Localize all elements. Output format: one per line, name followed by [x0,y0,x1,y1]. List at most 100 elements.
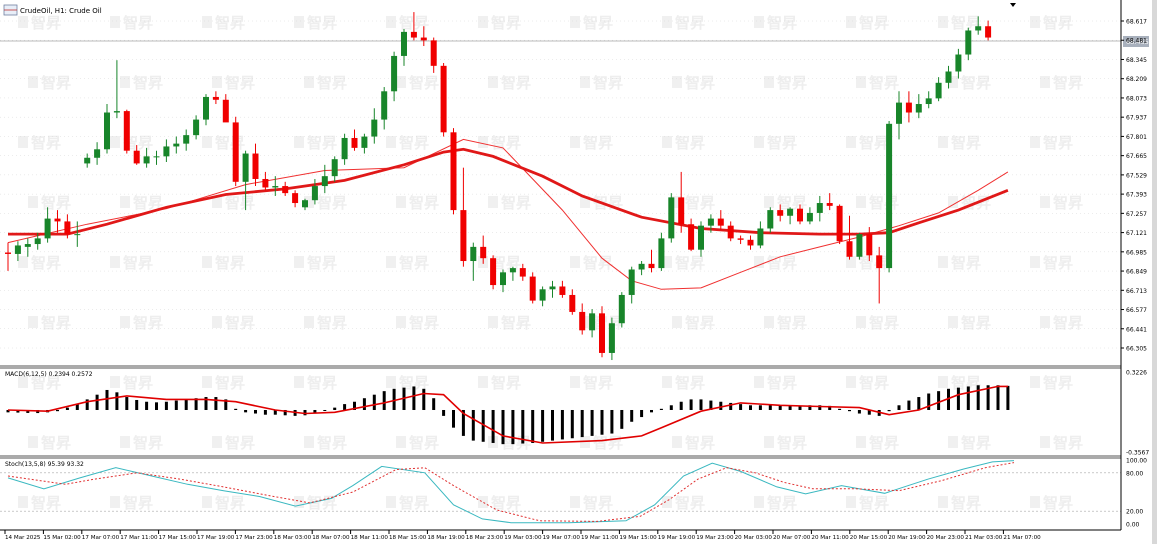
candle-body [44,218,51,239]
watermark-logo-icon [672,436,682,448]
watermark-logo-icon [110,16,120,28]
candle [14,241,21,262]
candle [638,261,645,276]
candle-body [707,218,714,226]
candle-body [965,30,972,55]
watermark-text: 智昇 [123,254,153,272]
candle-body [569,294,576,312]
watermark-text: 智昇 [399,494,429,512]
macd-histogram-bar [26,409,30,413]
watermark-text: 智昇 [1053,194,1083,212]
watermark-text: 智昇 [215,494,245,512]
candle-body [579,311,586,331]
watermark-logo-icon [938,376,948,388]
macd-histogram-bar [432,398,436,410]
watermark-text: 智昇 [777,74,807,92]
watermark-logo-icon [18,256,28,268]
macd-histogram-bar [570,409,574,439]
candle [876,246,883,304]
watermark-text: 智昇 [675,254,705,272]
time-axis[interactable]: 14 Mar 2025 15 Mar 02:00 17 Mar 07:00 17 Ma… [4,530,1041,541]
time-tick-label: 17 Mar 15:00 [159,535,197,541]
candle-body [599,313,605,353]
macd-histogram-bar [669,405,673,410]
candle [549,280,556,298]
watermark-logo-icon [110,256,120,268]
watermark-logo-icon [202,376,212,388]
watermark-text: 智昇 [583,374,613,392]
time-tick-label: 21 Mar 07:00 [1003,535,1041,541]
macd-histogram-bar [729,402,733,410]
candle-body [757,228,764,246]
macd-histogram-bar [115,392,119,410]
watermark-logo-icon [304,196,314,208]
watermark-text: 智昇 [583,14,613,32]
candle-body [143,156,150,164]
stoch-tick-label: 100.00 [1126,458,1147,465]
watermark-logo-icon [764,196,774,208]
watermark-logo-icon [580,196,590,208]
one-click-trading-arrow-icon[interactable] [1010,3,1016,7]
price-tick-label: 66.305 [1126,346,1147,353]
macd-histogram-bar [749,405,752,410]
candle [757,221,764,249]
candle-body [113,111,120,113]
candle [826,193,833,211]
watermark-text: 智昇 [317,314,347,332]
candle [282,181,289,196]
candle [133,145,140,165]
candle-body [618,294,625,324]
watermark-logo-icon [856,196,866,208]
candle-body [321,176,328,187]
watermark-text: 智昇 [491,254,521,272]
macd-histogram-bar [85,399,89,410]
candle [302,198,308,211]
watermark-text: 智昇 [859,254,889,272]
watermark-text: 智昇 [307,374,337,392]
candle-body [232,122,239,182]
candle-body [14,245,21,254]
candle [381,87,388,130]
macd-histogram-bar [333,407,337,410]
candle [678,171,685,233]
watermark-text: 智昇 [41,74,71,92]
watermark-logo-icon [846,256,856,268]
time-tick-label: 20 Mar 11:00 [811,535,849,541]
watermark-logo-icon [110,136,120,148]
watermark-logo-icon [938,256,948,268]
watermark-logo-icon [110,376,120,388]
watermark-logo-icon [1040,196,1050,208]
watermark-text: 智昇 [961,74,991,92]
watermark-logo-icon [212,76,222,88]
watermark-logo-icon [948,196,958,208]
watermark-text: 智昇 [491,134,521,152]
candle [470,242,477,281]
candle-body [401,31,407,56]
price-tick-label: 66.985 [1126,249,1147,256]
macd-histogram-bar [392,388,396,410]
macd-histogram-bar [560,409,564,440]
macd-histogram-bar [956,387,960,410]
macd-histogram-bar [551,409,554,441]
candle [391,51,398,102]
candle [707,214,714,233]
watermark-text: 智昇 [961,314,991,332]
price-axis[interactable]: 68.617 68.481 68.345 68.209 68.073 67.937 67.8… [1121,19,1149,529]
candle-body [608,323,615,353]
candle [500,269,506,293]
watermark-text: 智昇 [317,194,347,212]
watermark-text: 智昇 [951,494,981,512]
candle [836,204,843,245]
candle-body [836,205,843,242]
candle-body [123,111,130,151]
time-tick-label: 18 Mar 03:00 [274,535,312,541]
watermark-text: 智昇 [675,494,705,512]
watermark-logo-icon [294,376,304,388]
watermark-logo-icon [202,496,212,508]
candle-body [420,37,427,41]
watermark-text: 智昇 [123,374,153,392]
macd-histogram-bar [947,388,950,410]
watermark-logo-icon [938,16,948,28]
price-tick-label: 67.801 [1126,134,1147,141]
candle-body [282,186,289,194]
